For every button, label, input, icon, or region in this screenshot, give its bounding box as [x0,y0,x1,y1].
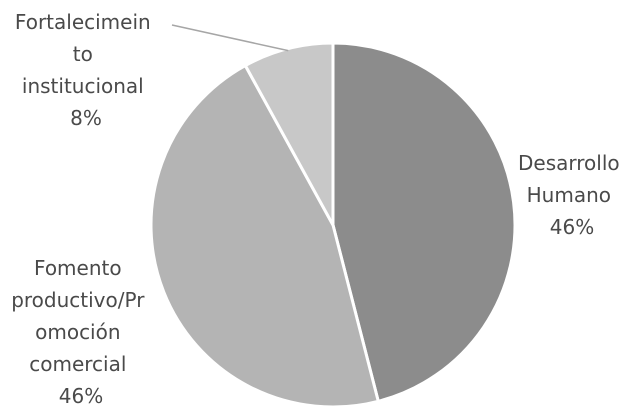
slice-fomento-productivo [149,64,380,409]
label-line: 46% [59,384,103,408]
slice-fortalecimiento-institucional [243,41,335,227]
label-line: comercial [29,352,126,376]
leader-line [171,24,289,52]
label-line: Humano [527,183,611,207]
label-line: to [73,42,93,66]
label-fomento-productivo: Fomento productivo/Pr omoción comercial … [11,256,151,408]
label-line: Desarrollo [518,151,620,175]
label-line: 46% [550,215,594,239]
label-line: institucional [22,74,144,98]
label-line: productivo/Pr [11,288,145,312]
slice-desarrollo-humano [331,41,517,403]
label-desarrollo-humano: Desarrollo Humano 46% [518,151,626,239]
label-line: Fortalecimein [15,10,151,34]
label-line: omoción [35,320,120,344]
label-fortalecimiento-institucional: Fortalecimein to institucional 8% [15,10,157,130]
label-line: Fomento [34,256,122,280]
label-line: 8% [70,106,102,130]
pie-slices [149,41,517,409]
